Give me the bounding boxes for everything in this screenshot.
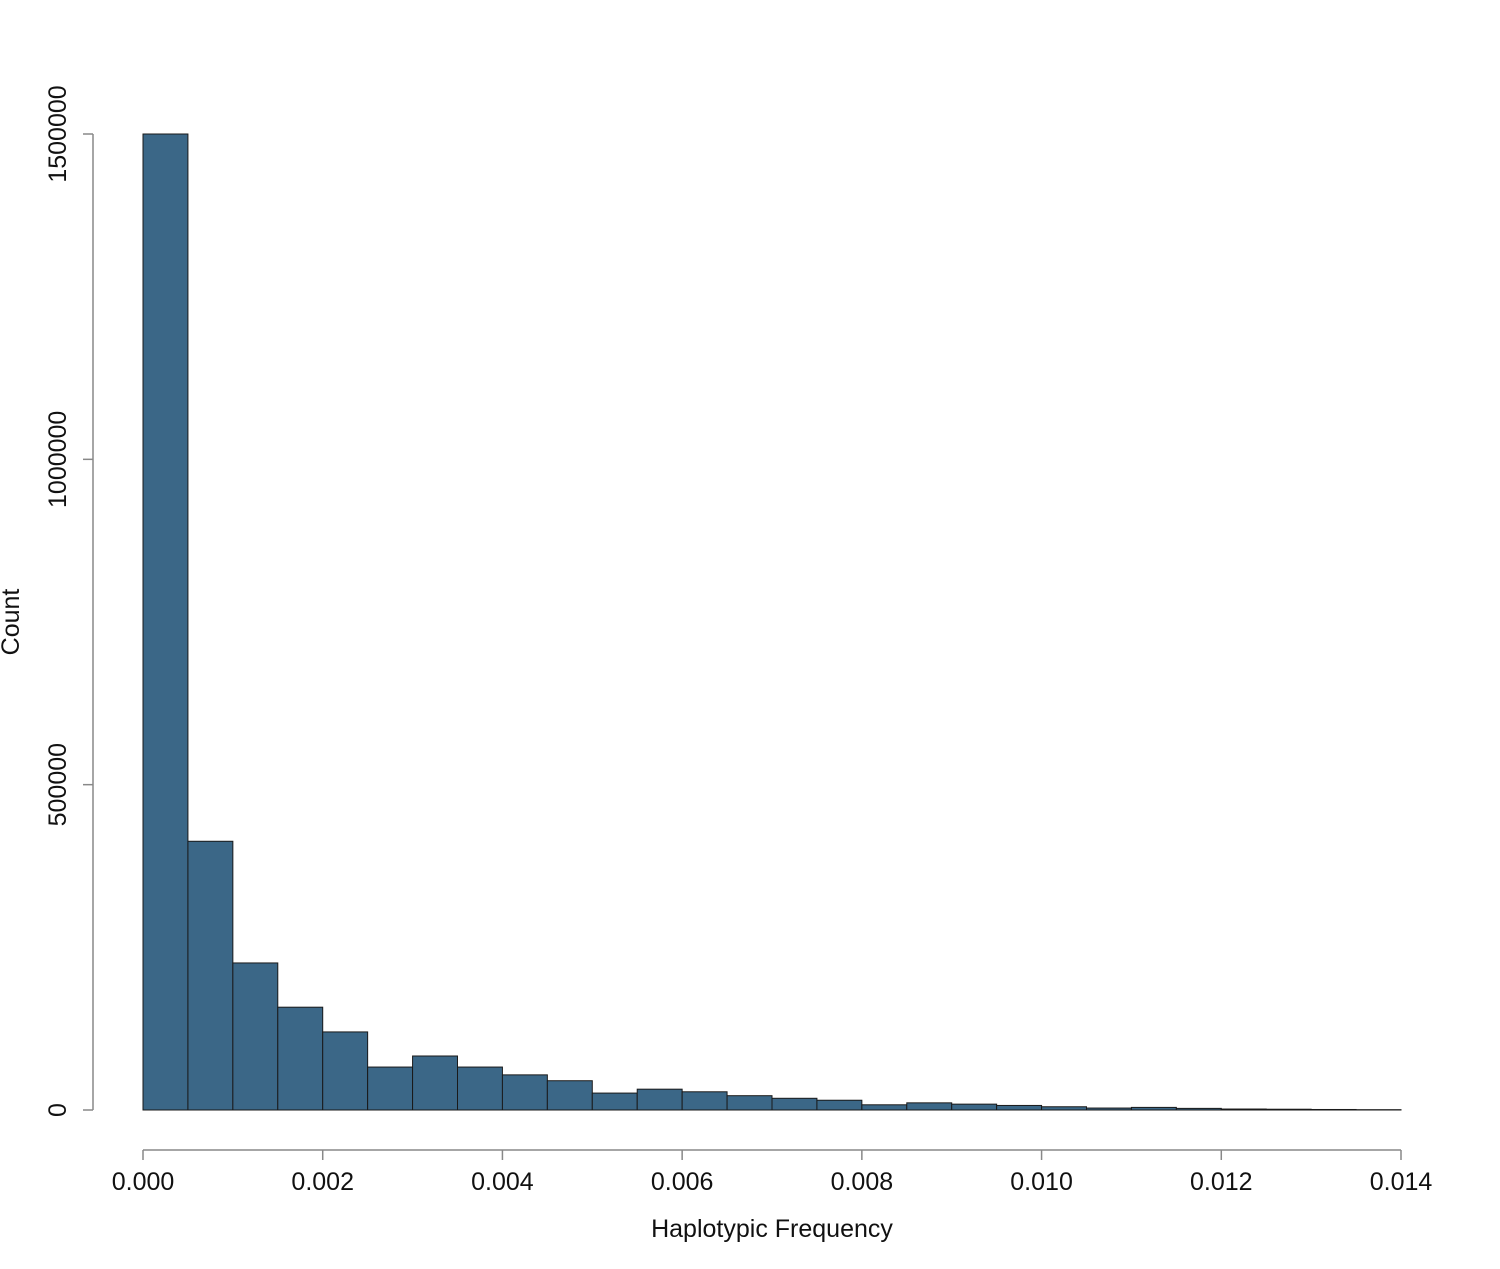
- x-tick-label: 0.006: [651, 1168, 714, 1196]
- bar: [726, 1095, 773, 1111]
- bar: [1086, 1107, 1132, 1111]
- bar: [142, 133, 189, 1111]
- x-tick-label: 0.008: [831, 1168, 894, 1196]
- bar: [1310, 1108, 1357, 1111]
- bar: [681, 1091, 728, 1111]
- y-tick-label: 500000: [44, 743, 72, 826]
- x-tick-label: 0.002: [291, 1168, 354, 1196]
- bar: [501, 1074, 548, 1111]
- bar: [1130, 1106, 1177, 1111]
- bar: [546, 1080, 593, 1111]
- x-tick-label: 0.010: [1010, 1168, 1073, 1196]
- y-tick-label: 0: [44, 1103, 72, 1117]
- bar: [1220, 1108, 1267, 1111]
- bar: [1175, 1107, 1222, 1111]
- x-tick-label: 0.004: [471, 1168, 534, 1196]
- bar: [951, 1103, 998, 1111]
- bar: [322, 1031, 369, 1111]
- bar: [412, 1055, 459, 1111]
- bar: [771, 1097, 818, 1111]
- y-tick-label: 1000000: [44, 411, 72, 508]
- bar: [367, 1066, 414, 1111]
- bar: [906, 1102, 953, 1111]
- bar: [457, 1066, 503, 1111]
- bar: [1041, 1106, 1087, 1111]
- x-tick-label: 0.014: [1370, 1168, 1433, 1196]
- y-tick-label: 1500000: [44, 85, 72, 182]
- bar: [861, 1104, 908, 1111]
- bar: [232, 962, 279, 1111]
- bar: [636, 1088, 683, 1111]
- x-axis-label: Haplotypic Frequency: [651, 1215, 893, 1243]
- bar: [816, 1099, 863, 1111]
- x-tick-label: 0.000: [112, 1168, 175, 1196]
- bar: [591, 1092, 638, 1111]
- bar: [996, 1104, 1043, 1111]
- bar: [187, 840, 234, 1111]
- y-axis-label: Count: [0, 589, 25, 656]
- bar: [277, 1006, 324, 1111]
- x-tick-label: 0.012: [1190, 1168, 1253, 1196]
- bar: [1265, 1108, 1312, 1111]
